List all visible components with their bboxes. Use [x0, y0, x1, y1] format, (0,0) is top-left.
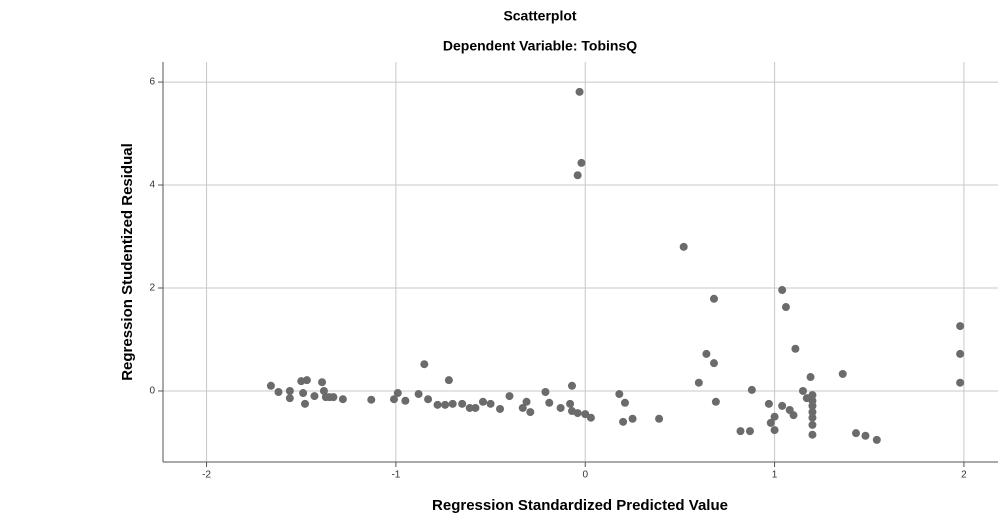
point: [745, 427, 754, 436]
point: [802, 394, 811, 403]
point: [798, 386, 807, 395]
point: [338, 395, 347, 404]
point: [285, 386, 294, 395]
x-axis-title: Regression Standardized Predicted Value: [432, 497, 728, 514]
point: [581, 410, 590, 419]
point: [764, 399, 773, 408]
point: [458, 399, 467, 408]
point: [424, 395, 433, 404]
point: [566, 399, 575, 408]
marks: [266, 87, 965, 444]
point: [806, 373, 815, 382]
point: [709, 294, 718, 303]
point: [471, 403, 480, 412]
grid: -2 -1 0 1 2 0 2 4 6: [149, 62, 998, 481]
x-tick-label: -2: [202, 470, 211, 481]
point: [401, 396, 410, 405]
point: [872, 435, 881, 444]
point: [956, 322, 965, 331]
point: [736, 427, 745, 436]
point: [747, 385, 756, 394]
point: [615, 390, 624, 399]
point: [770, 412, 779, 421]
point: [393, 389, 402, 398]
point: [709, 359, 718, 368]
point: [861, 431, 870, 440]
point: [766, 418, 775, 427]
point: [956, 378, 965, 387]
point: [789, 411, 798, 420]
point: [808, 401, 817, 410]
point: [556, 403, 565, 412]
x-tick-label: -1: [391, 470, 400, 481]
point: [444, 376, 453, 385]
point: [526, 408, 535, 417]
point: [620, 398, 629, 407]
point: [781, 303, 790, 312]
point: [573, 409, 582, 418]
point: [541, 387, 550, 396]
point: [791, 344, 800, 353]
x-tick-label: 2: [961, 470, 967, 481]
point: [808, 430, 817, 439]
point: [310, 392, 319, 401]
point: [573, 171, 582, 180]
point: [770, 426, 779, 435]
y-tick-label: 0: [149, 386, 155, 397]
point: [522, 397, 531, 406]
point: [694, 378, 703, 387]
point: [299, 389, 308, 398]
x-tick-label: 1: [772, 470, 778, 481]
point: [486, 399, 495, 408]
point: [778, 286, 787, 295]
point: [465, 403, 474, 412]
point: [389, 395, 398, 404]
point: [285, 394, 294, 403]
point: [851, 429, 860, 438]
point: [545, 398, 554, 407]
y-axis-title: Regression Studentized Residual: [119, 143, 136, 381]
point: [567, 381, 576, 390]
y-tick-label: 2: [149, 283, 155, 294]
point: [319, 386, 328, 395]
point: [318, 378, 327, 387]
point: [367, 395, 376, 404]
point: [808, 413, 817, 422]
point: [301, 399, 310, 408]
point: [505, 392, 514, 401]
point: [577, 158, 586, 167]
point: [302, 376, 311, 385]
point: [420, 360, 429, 369]
point: [575, 87, 584, 96]
point: [808, 408, 817, 417]
point: [619, 417, 628, 426]
chart-title: Scatterplot: [503, 8, 576, 24]
point: [628, 414, 637, 423]
point: [329, 393, 338, 402]
point: [778, 401, 787, 410]
point: [478, 397, 487, 406]
point: [496, 404, 505, 413]
point: [702, 349, 711, 358]
point: [586, 413, 595, 422]
y-tick-label: 4: [149, 180, 155, 191]
point: [956, 349, 965, 358]
point: [518, 403, 527, 412]
point: [448, 399, 457, 408]
point: [711, 397, 720, 406]
point: [679, 242, 688, 251]
chart-subtitle: Dependent Variable: TobinsQ: [443, 38, 637, 54]
point: [266, 381, 275, 390]
point: [808, 420, 817, 429]
point: [655, 414, 664, 423]
point: [441, 400, 450, 409]
point: [414, 390, 423, 399]
point: [274, 387, 283, 396]
point: [838, 369, 847, 378]
y-tick-label: 6: [149, 77, 155, 88]
point: [433, 400, 442, 409]
x-tick-label: 0: [582, 470, 588, 481]
